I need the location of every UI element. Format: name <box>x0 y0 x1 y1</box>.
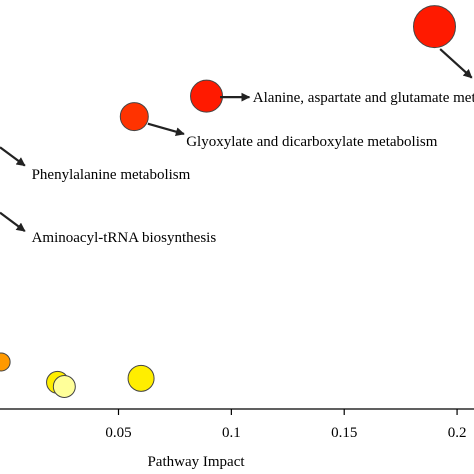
annotations-layer: Citrate cycle (TCA cycle)Alanine, aspart… <box>32 90 474 246</box>
x-tick-label-2: 0.15 <box>331 425 357 441</box>
annotation-arrow-glyoxylate <box>147 122 185 137</box>
x-tick-label-3: 0.2 <box>448 425 467 441</box>
data-point-alanine <box>190 79 224 113</box>
annotation-arrow-citrate <box>439 48 473 79</box>
data-point-citrate <box>413 5 456 49</box>
points-layer <box>0 5 456 399</box>
data-point-p6 <box>52 375 76 399</box>
arrows-layer <box>0 48 473 232</box>
x-tick-label-1: 0.1 <box>222 425 241 441</box>
x-axis-label: Pathway Impact <box>147 454 245 470</box>
data-point-glyoxylate <box>119 102 149 132</box>
annotation-label-aminoacyl: Aminoacyl-tRNA biosynthesis <box>32 230 217 246</box>
annotation-label-glyoxylate: Glyoxylate and dicarboxylate metabolism <box>186 134 438 150</box>
data-point-p4 <box>0 352 11 372</box>
data-point-p7 <box>127 364 155 392</box>
annotation-label-alanine: Alanine, aspartate and glutamate metabol… <box>253 90 474 106</box>
x-tick-label-0: 0.05 <box>105 425 131 441</box>
annotation-label-phenylalanine: Phenylalanine metabolism <box>32 167 191 183</box>
annotation-arrow-phenylalanine <box>0 146 26 167</box>
annotation-arrow-aminoacyl <box>0 211 26 232</box>
x-ticks: 0.05 0.1 0.15 0.2 <box>105 409 466 441</box>
